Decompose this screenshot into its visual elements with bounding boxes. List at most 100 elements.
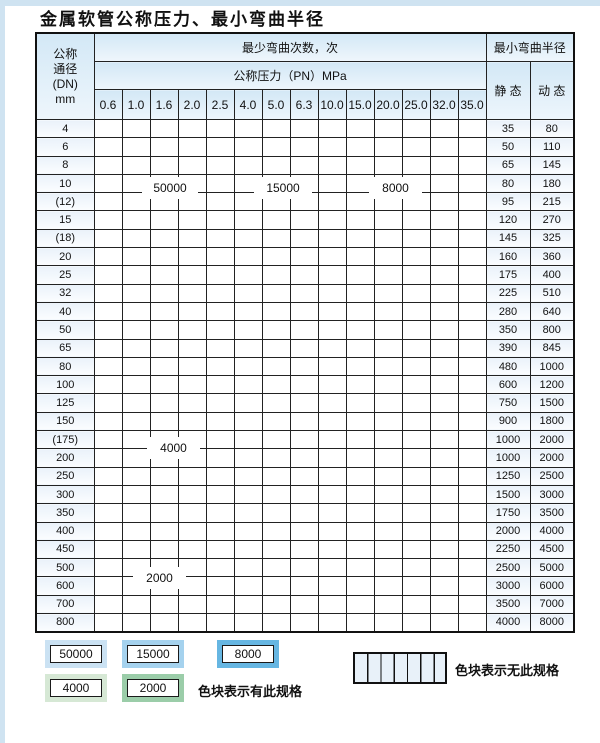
no-spec-cell xyxy=(261,393,291,413)
spec-cell-15000 xyxy=(261,228,291,249)
static-value-cell: 175 xyxy=(485,265,531,285)
no-spec-cell xyxy=(317,375,347,395)
dynamic-value-cell: 110 xyxy=(529,137,575,157)
dynamic-value-cell: 325 xyxy=(529,228,575,249)
no-spec-cell xyxy=(345,448,375,468)
spec-cell-50000 xyxy=(93,210,123,230)
spec-cell-50000 xyxy=(149,320,179,340)
static-value-cell: 2500 xyxy=(485,558,531,578)
no-spec-cell xyxy=(345,375,375,395)
spec-cell-4000 xyxy=(233,393,263,413)
spec-cell-2000 xyxy=(149,521,179,541)
static-value-cell: 3000 xyxy=(485,576,531,596)
spec-cell-8000 xyxy=(317,210,347,230)
no-spec-cell xyxy=(401,521,431,541)
spec-cell-4000 xyxy=(177,375,207,395)
dynamic-value-cell: 6000 xyxy=(529,576,575,596)
overlay-label-8000: 8000 xyxy=(369,177,422,199)
no-spec-cell xyxy=(457,283,487,303)
static-value-cell: 1750 xyxy=(485,503,531,523)
no-spec-cell xyxy=(429,283,459,303)
static-value-cell: 145 xyxy=(485,228,531,249)
spec-cell-4000 xyxy=(205,448,235,468)
spec-cell-4000 xyxy=(93,484,123,505)
spec-cell-50000 xyxy=(93,356,123,377)
dn-cell: 200 xyxy=(35,448,95,468)
spec-cell-4000 xyxy=(121,375,151,395)
spec-cell-50000 xyxy=(121,356,151,377)
no-spec-cell xyxy=(261,411,291,432)
spec-cell-2000 xyxy=(149,594,179,615)
dynamic-value-cell: 4000 xyxy=(529,521,575,541)
static-value-cell: 1500 xyxy=(485,484,531,505)
spec-cell-8000 xyxy=(345,192,375,212)
table-row-dn-350: 350 1750 3500 xyxy=(35,503,575,523)
no-spec-cell xyxy=(373,484,403,505)
dn-cell: 50 xyxy=(35,320,95,340)
legend-swatch-4000-label: 4000 xyxy=(50,679,102,697)
spec-cell-50000 xyxy=(205,283,235,303)
dn-cell: 350 xyxy=(35,503,95,523)
spec-cell-50000 xyxy=(205,192,235,212)
dn-cell: 600 xyxy=(35,576,95,596)
static-value-cell: 480 xyxy=(485,356,531,377)
spec-cell-50000 xyxy=(93,228,123,249)
no-spec-cell xyxy=(401,393,431,413)
no-spec-cell xyxy=(429,484,459,505)
legend-no-spec-text: 色块表示无此规格 xyxy=(455,663,560,678)
no-spec-cell xyxy=(401,320,431,340)
spec-cell-8000 xyxy=(373,118,403,139)
spec-cell-2000 xyxy=(121,613,151,633)
legend-swatch-15000-label: 15000 xyxy=(127,645,179,663)
spec-cell-50000 xyxy=(149,265,179,285)
dn-cell: 80 xyxy=(35,356,95,377)
no-spec-cell xyxy=(429,466,459,486)
no-spec-cell xyxy=(373,375,403,395)
col-header-dn: 公称 通径 (DN) mm xyxy=(35,32,95,120)
spec-cell-2000 xyxy=(93,558,123,578)
no-spec-cell xyxy=(345,301,375,322)
no-spec-cell xyxy=(345,558,375,578)
no-spec-cell xyxy=(429,430,459,450)
dynamic-value-cell: 3500 xyxy=(529,503,575,523)
no-spec-cell xyxy=(373,503,403,523)
no-spec-cell xyxy=(289,356,319,377)
spec-cell-50000 xyxy=(149,301,179,322)
dynamic-value-cell: 270 xyxy=(529,210,575,230)
col-header-pressure-4.0: 4.0 xyxy=(233,89,263,120)
spec-cell-4000 xyxy=(205,375,235,395)
no-spec-cell xyxy=(401,539,431,560)
no-spec-cell xyxy=(429,173,459,194)
spec-cell-4000 xyxy=(233,411,263,432)
dn-cell: 400 xyxy=(35,521,95,541)
dn-cell: 4 xyxy=(35,118,95,139)
spec-cell-4000 xyxy=(233,466,263,486)
table-row-dn-50: 50 350 800 xyxy=(35,320,575,340)
spec-cell-8000 xyxy=(289,301,319,322)
no-spec-cell xyxy=(401,375,431,395)
no-spec-cell xyxy=(429,155,459,175)
no-spec-cell xyxy=(401,558,431,578)
no-spec-cell xyxy=(373,301,403,322)
no-spec-cell xyxy=(317,466,347,486)
spec-cell-2000 xyxy=(121,539,151,560)
spec-cell-15000 xyxy=(289,265,319,285)
table-row-dn-18: (18) 145 325 xyxy=(35,228,575,249)
legend-swatch-50000-label: 50000 xyxy=(50,645,102,663)
no-spec-cell xyxy=(457,521,487,541)
no-spec-cell xyxy=(401,430,431,450)
no-spec-cell xyxy=(401,338,431,358)
no-spec-cell xyxy=(261,484,291,505)
no-spec-cell xyxy=(317,484,347,505)
table-row-dn-450: 450 2250 4500 xyxy=(35,539,575,560)
spec-cell-4000 xyxy=(149,393,179,413)
dn-cell: 15 xyxy=(35,210,95,230)
no-spec-cell xyxy=(233,594,263,615)
no-spec-cell xyxy=(317,356,347,377)
col-header-min-bend-radius: 最小弯曲半径 xyxy=(485,32,575,62)
col-header-bend-cycles: 最少弯曲次数，次 xyxy=(93,32,487,62)
no-spec-cell xyxy=(261,521,291,541)
table-row-dn-32: 32 225 510 xyxy=(35,283,575,303)
static-value-cell: 120 xyxy=(485,210,531,230)
no-spec-cell xyxy=(317,503,347,523)
